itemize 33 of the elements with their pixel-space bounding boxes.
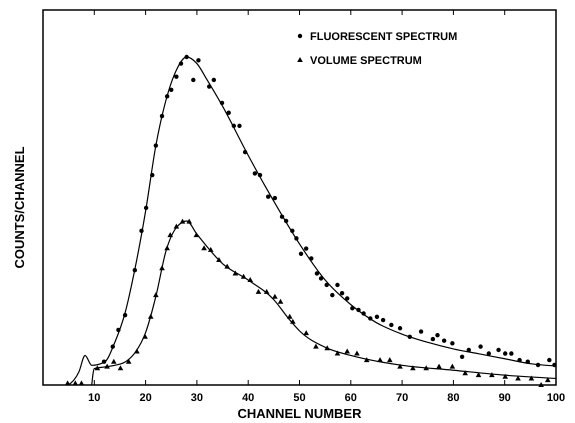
point: [544, 377, 551, 382]
x-tick-label: 90: [498, 392, 511, 404]
point: [354, 350, 360, 356]
point: [502, 374, 508, 379]
point: [272, 294, 278, 299]
point: [286, 314, 293, 319]
x-tick-label: 10: [88, 392, 100, 404]
x-tick-label: 50: [293, 392, 306, 404]
y-axis-title: COUNTS/CHANNEL: [12, 146, 27, 269]
point: [256, 288, 262, 294]
point: [344, 348, 350, 354]
x-axis-title: CHANNEL NUMBER: [238, 406, 362, 421]
point: [538, 382, 544, 387]
point: [201, 245, 207, 250]
x-tick-label: 40: [242, 392, 254, 404]
point: [278, 298, 284, 304]
point: [118, 365, 124, 370]
point: [528, 375, 534, 380]
point: [313, 344, 319, 349]
x-tick-label: 100: [546, 392, 566, 404]
x-tick-label: 70: [396, 392, 408, 404]
x-tick-label: 20: [139, 392, 152, 404]
point: [410, 365, 416, 370]
point: [386, 357, 393, 362]
x-tick-label: 80: [447, 392, 460, 404]
point: [110, 358, 117, 364]
point: [436, 364, 442, 369]
legend-label: VOLUME SPECTRUM: [310, 55, 422, 67]
x-tick-label: 60: [344, 392, 357, 404]
point: [515, 375, 521, 380]
legend-label: FLUORESCENT SPECTRUM: [310, 31, 458, 43]
point: [450, 364, 456, 369]
x-tick-label: 30: [190, 392, 204, 404]
